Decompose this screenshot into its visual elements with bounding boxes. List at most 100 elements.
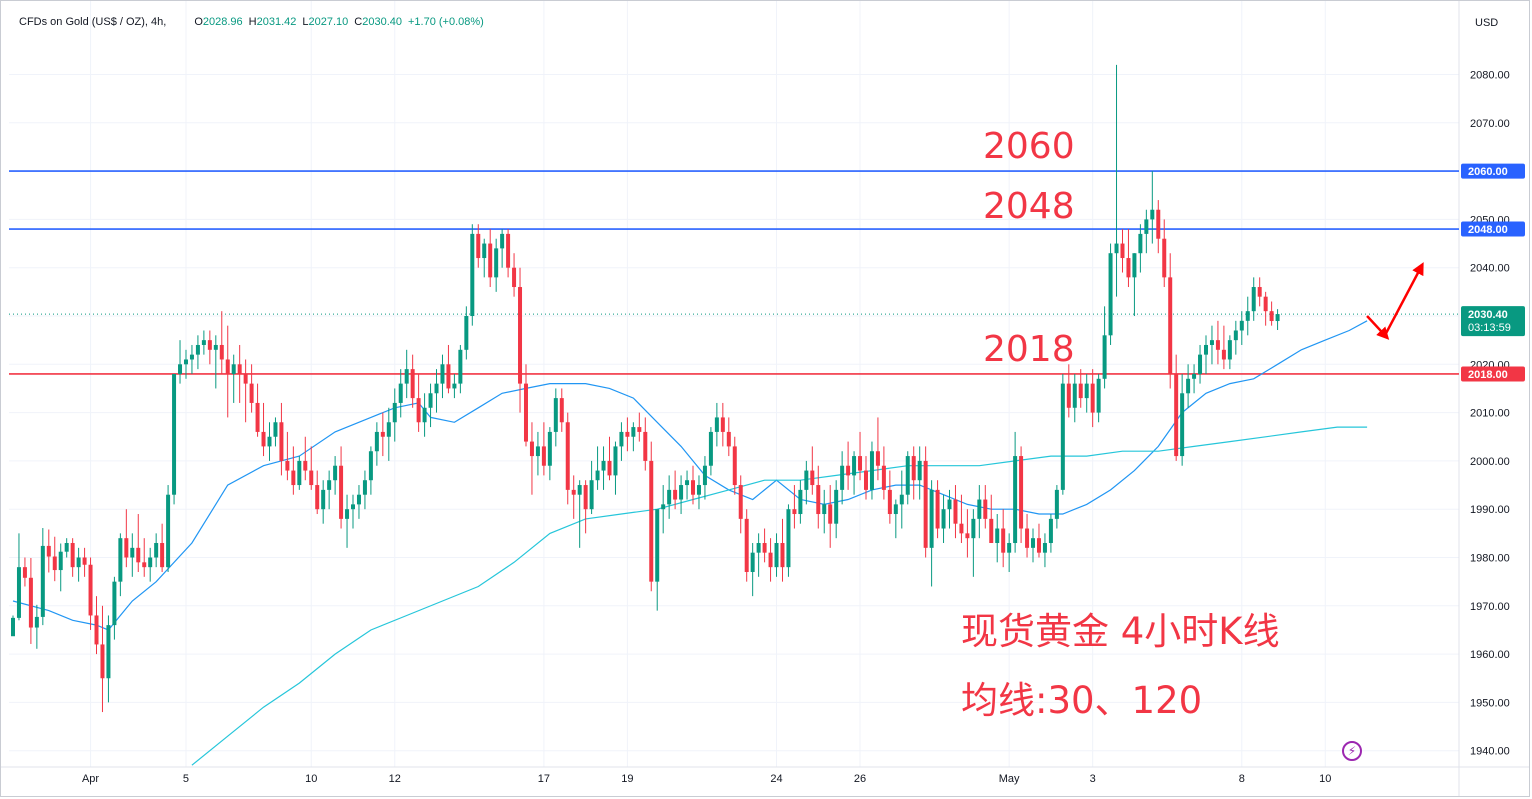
candle-body <box>154 543 159 558</box>
price-tick-label: 1980.00 <box>1470 553 1510 565</box>
candle-up <box>1060 373 1065 495</box>
candle-up <box>595 446 600 490</box>
candle-up <box>118 533 123 597</box>
candle-down <box>923 446 928 558</box>
candle-body <box>899 494 904 505</box>
candle-body <box>607 460 612 476</box>
candle-body <box>356 494 361 505</box>
candle-body <box>714 417 719 432</box>
candle-down <box>1174 354 1179 461</box>
annotation-2060: 2060 <box>983 126 1075 167</box>
candle-up <box>905 451 910 505</box>
candle-body <box>70 543 75 568</box>
candle-up <box>404 349 409 399</box>
time-tick-label: 3 <box>1090 773 1096 785</box>
candle-up <box>392 388 397 442</box>
candle-up <box>1138 224 1143 273</box>
candle-down <box>720 402 725 447</box>
candle-body <box>869 451 874 490</box>
candle-down <box>249 364 254 413</box>
lightning-icon[interactable]: ⚡ <box>1342 741 1362 761</box>
candle-body <box>816 485 821 515</box>
candle-body <box>1042 543 1047 553</box>
candle-down <box>82 547 87 577</box>
candle-body <box>798 489 803 515</box>
candle-up <box>458 344 463 394</box>
candle-body <box>112 581 117 626</box>
candle-up <box>482 238 487 278</box>
candle-body <box>643 431 648 461</box>
candle-body <box>911 456 916 481</box>
candle-body <box>756 543 761 553</box>
candle-body <box>1007 543 1012 553</box>
candle-body <box>547 431 552 466</box>
candle-body <box>971 518 976 539</box>
price-tick-label: 2040.00 <box>1470 263 1510 275</box>
candle-body <box>685 480 690 486</box>
candle-up <box>708 427 713 476</box>
candle-up <box>834 480 839 539</box>
candle-down <box>810 446 815 495</box>
time-tick-label: 10 <box>1319 773 1331 785</box>
candle-body <box>959 523 964 534</box>
high-label: H <box>248 16 257 28</box>
candle-body <box>1048 518 1053 544</box>
candle-body <box>178 364 183 374</box>
candle-body <box>321 489 326 510</box>
candle-up <box>977 485 982 539</box>
low-label: L <box>302 16 309 28</box>
price-tick-label: 1970.00 <box>1470 601 1510 613</box>
candle-up <box>494 238 499 292</box>
level-price-tag-bg <box>1461 221 1525 237</box>
candle-body <box>708 431 713 466</box>
candle-down <box>541 422 546 476</box>
candle-up <box>1007 533 1012 572</box>
candle-body <box>541 446 546 466</box>
candle-body <box>863 470 868 490</box>
candle-up <box>231 354 236 403</box>
candle-body <box>822 504 827 515</box>
candle-body <box>345 509 350 519</box>
candle-body <box>1072 383 1077 408</box>
candle-body <box>1162 238 1167 278</box>
candle-down <box>506 229 511 278</box>
candle-body <box>339 465 344 519</box>
candle-down <box>380 412 385 457</box>
level-price-tag-bg <box>1461 366 1525 382</box>
candle-up <box>356 485 361 519</box>
candle-up <box>929 480 934 587</box>
candle-body <box>327 480 332 490</box>
candle-body <box>1221 349 1226 360</box>
price-tick-label: 2080.00 <box>1470 70 1510 82</box>
candle-up <box>613 441 618 495</box>
candle-down <box>1078 369 1083 408</box>
candle-body <box>661 504 666 510</box>
candle-body <box>118 538 123 582</box>
candle-body <box>279 422 284 461</box>
candle-body <box>195 344 200 355</box>
candle-down <box>225 325 230 418</box>
candle-body <box>1168 277 1173 374</box>
candle-body <box>691 480 696 495</box>
time-tick-label: 8 <box>1239 773 1245 785</box>
candle-body <box>172 373 177 495</box>
candle-down <box>243 359 248 423</box>
candle-body <box>482 243 487 259</box>
candle-up <box>327 470 332 510</box>
candle-body <box>917 460 922 481</box>
candle-up <box>1084 373 1089 413</box>
candle-body <box>1209 340 1214 345</box>
candle-up <box>601 446 606 490</box>
candle-body <box>744 518 749 572</box>
candle-down <box>512 253 517 297</box>
close-label: C <box>354 16 363 28</box>
candle-down <box>768 538 773 582</box>
candle-body <box>494 248 499 278</box>
candle-body <box>94 615 99 645</box>
candle-up <box>917 446 922 500</box>
candle-body <box>989 518 994 544</box>
candle-up <box>368 446 373 495</box>
candle-up <box>995 514 1000 563</box>
